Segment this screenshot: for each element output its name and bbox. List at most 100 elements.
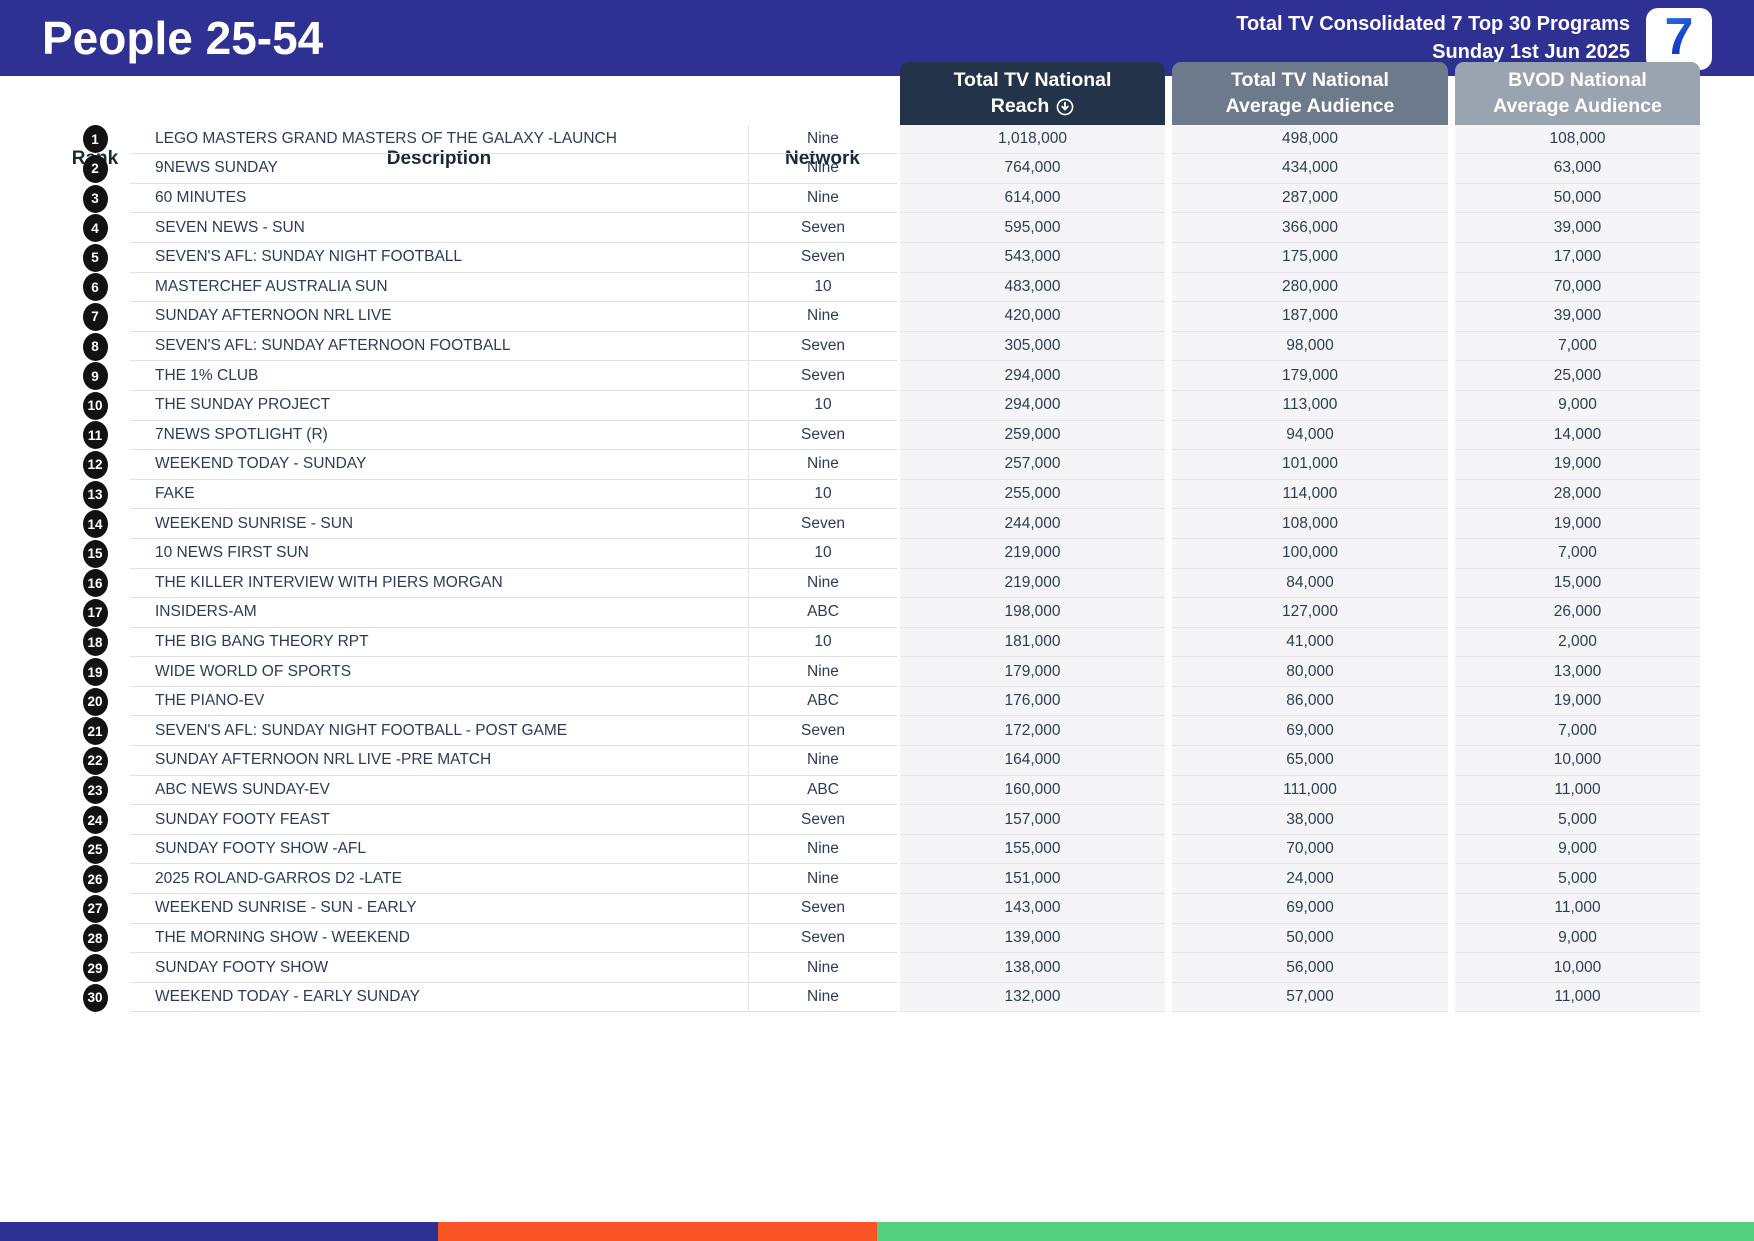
reach-cell: 259,000 <box>900 420 1165 451</box>
description-cell: MASTERCHEF AUSTRALIA SUN <box>130 273 748 303</box>
reach-cell: 219,000 <box>900 538 1165 569</box>
avg-audience-cell: 108,000 <box>1172 509 1448 539</box>
rank-badge: 14 <box>82 510 108 539</box>
footer-segment-green <box>877 1222 1754 1241</box>
reach-cell: 138,000 <box>900 953 1165 983</box>
bvod-cell: 11,000 <box>1455 894 1700 924</box>
description-cell: 10 NEWS FIRST SUN <box>130 539 748 569</box>
network-cell: 10 <box>748 272 897 303</box>
reach-cell: 543,000 <box>900 242 1165 273</box>
bvod-cell: 11,000 <box>1455 775 1700 806</box>
bvod-cell: 10,000 <box>1455 953 1700 983</box>
rank-badge: 30 <box>82 983 108 1012</box>
avg-audience-cell: 127,000 <box>1172 598 1448 628</box>
network-cell: ABC <box>748 775 897 806</box>
column-header-bvod-average-audience: BVOD National Average Audience <box>1455 61 1700 125</box>
bvod-cell: 28,000 <box>1455 479 1700 510</box>
reach-cell: 139,000 <box>900 923 1165 954</box>
avg-audience-cell: 56,000 <box>1172 953 1448 983</box>
rank-cell: 9 <box>60 361 130 391</box>
rank-cell: 22 <box>60 746 130 776</box>
seven-logo-glyph: 7 <box>1664 8 1694 66</box>
description-cell: SEVEN'S AFL: SUNDAY AFTERNOON FOOTBALL <box>130 332 748 362</box>
reach-cell: 595,000 <box>900 213 1165 243</box>
report-subtitle: Total TV Consolidated 7 Top 30 Programs … <box>1236 10 1630 66</box>
rank-badge: 13 <box>82 480 108 509</box>
rank-cell: 3 <box>60 184 130 214</box>
avg-header-line1: Total TV National <box>1231 69 1389 92</box>
bvod-header-line1: BVOD National <box>1508 69 1647 92</box>
bvod-cell: 7,000 <box>1455 331 1700 362</box>
rank-badge: 2 <box>82 154 108 183</box>
rank-cell: 23 <box>60 776 130 806</box>
bvod-header-line2: Average Audience <box>1493 95 1662 118</box>
avg-audience-cell: 84,000 <box>1172 568 1448 599</box>
network-cell: Seven <box>748 716 897 747</box>
network-cell: 10 <box>748 627 897 658</box>
rank-badge: 9 <box>82 362 108 391</box>
avg-audience-cell: 114,000 <box>1172 479 1448 510</box>
network-cell: Nine <box>748 657 897 687</box>
description-cell: WIDE WORLD OF SPORTS <box>130 657 748 687</box>
reach-cell: 764,000 <box>900 154 1165 184</box>
description-cell: THE KILLER INTERVIEW WITH PIERS MORGAN <box>130 569 748 599</box>
reach-cell: 305,000 <box>900 331 1165 362</box>
rank-badge: 16 <box>82 569 108 598</box>
reach-cell: 255,000 <box>900 479 1165 510</box>
description-cell: THE SUNDAY PROJECT <box>130 391 748 421</box>
footer-color-bar <box>0 1222 1754 1241</box>
network-cell: 10 <box>748 479 897 510</box>
avg-header-line2: Average Audience <box>1225 95 1395 118</box>
bvod-cell: 5,000 <box>1455 864 1700 895</box>
rank-cell: 12 <box>60 450 130 480</box>
reach-cell: 172,000 <box>900 716 1165 747</box>
rank-badge: 29 <box>82 954 108 983</box>
network-cell: Nine <box>748 183 897 214</box>
avg-audience-cell: 80,000 <box>1172 657 1448 687</box>
bvod-cell: 63,000 <box>1455 154 1700 184</box>
avg-audience-cell: 187,000 <box>1172 302 1448 332</box>
sort-descending-icon <box>1056 98 1074 116</box>
bvod-cell: 10,000 <box>1455 746 1700 776</box>
rank-cell: 6 <box>60 273 130 303</box>
avg-audience-cell: 287,000 <box>1172 183 1448 214</box>
description-cell: LEGO MASTERS GRAND MASTERS OF THE GALAXY… <box>130 125 748 155</box>
rank-cell: 16 <box>60 569 130 599</box>
reach-cell: 160,000 <box>900 775 1165 806</box>
avg-audience-cell: 434,000 <box>1172 154 1448 184</box>
bvod-cell: 9,000 <box>1455 834 1700 865</box>
avg-audience-cell: 69,000 <box>1172 894 1448 924</box>
rank-cell: 18 <box>60 628 130 658</box>
avg-audience-cell: 69,000 <box>1172 716 1448 747</box>
bvod-cell: 14,000 <box>1455 420 1700 451</box>
rank-badge: 7 <box>82 302 108 331</box>
rank-cell: 15 <box>60 539 130 569</box>
rank-badge: 12 <box>82 450 108 479</box>
rank-badge: 17 <box>82 598 108 627</box>
footer-segment-blue <box>0 1222 438 1241</box>
bvod-cell: 19,000 <box>1455 509 1700 539</box>
column-header-total-tv-reach[interactable]: Total TV National Reach <box>900 61 1165 125</box>
rank-badge: 22 <box>82 746 108 775</box>
network-cell: Seven <box>748 509 897 539</box>
rank-badge: 15 <box>82 539 108 568</box>
network-cell: 10 <box>748 538 897 569</box>
network-cell: Seven <box>748 242 897 273</box>
reach-cell: 155,000 <box>900 834 1165 865</box>
reach-cell: 420,000 <box>900 302 1165 332</box>
description-cell: 7NEWS SPOTLIGHT (R) <box>130 421 748 451</box>
description-cell: SUNDAY AFTERNOON NRL LIVE <box>130 302 748 332</box>
reach-cell: 483,000 <box>900 272 1165 303</box>
rank-cell: 11 <box>60 421 130 451</box>
avg-audience-cell: 50,000 <box>1172 923 1448 954</box>
bvod-cell: 7,000 <box>1455 538 1700 569</box>
description-cell: SUNDAY FOOTY SHOW -AFL <box>130 835 748 865</box>
description-cell: 2025 ROLAND-GARROS D2 -LATE <box>130 864 748 895</box>
avg-audience-cell: 38,000 <box>1172 805 1448 835</box>
rank-badge: 28 <box>82 924 108 953</box>
description-cell: THE MORNING SHOW - WEEKEND <box>130 924 748 954</box>
ratings-table: Rank Description Network Total TV Nation… <box>60 61 1700 1013</box>
reach-cell: 179,000 <box>900 657 1165 687</box>
rank-cell: 19 <box>60 657 130 687</box>
